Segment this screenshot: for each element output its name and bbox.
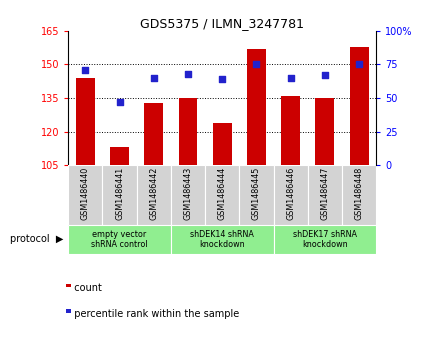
Point	[219, 76, 226, 82]
Text: GSM1486446: GSM1486446	[286, 167, 295, 220]
Text: GSM1486444: GSM1486444	[218, 167, 227, 220]
Text: GSM1486441: GSM1486441	[115, 167, 124, 220]
Text: GSM1486445: GSM1486445	[252, 167, 261, 220]
Bar	[342, 165, 376, 224]
Bar	[144, 103, 163, 165]
Text: percentile rank within the sample: percentile rank within the sample	[68, 309, 239, 319]
Point	[184, 71, 191, 77]
Bar	[350, 46, 369, 165]
Text: GSM1486448: GSM1486448	[355, 167, 363, 220]
Text: GSM1486442: GSM1486442	[149, 167, 158, 220]
Bar	[315, 98, 334, 165]
Bar	[110, 147, 129, 165]
Bar	[179, 98, 198, 165]
Point	[253, 62, 260, 68]
Bar	[205, 165, 239, 224]
Bar	[68, 165, 103, 224]
Text: GSM1486447: GSM1486447	[320, 167, 330, 220]
Text: count: count	[68, 283, 102, 293]
Text: GSM1486443: GSM1486443	[183, 167, 192, 220]
Bar	[171, 224, 274, 254]
Bar	[247, 49, 266, 165]
Point	[150, 75, 157, 81]
Bar	[68, 224, 171, 254]
Text: GSM1486440: GSM1486440	[81, 167, 90, 220]
Bar	[103, 165, 137, 224]
Text: empty vector
shRNA control: empty vector shRNA control	[91, 230, 148, 249]
Text: shDEK17 shRNA
knockdown: shDEK17 shRNA knockdown	[293, 230, 357, 249]
Bar	[308, 165, 342, 224]
Bar	[137, 165, 171, 224]
Bar	[171, 165, 205, 224]
Point	[321, 72, 328, 78]
Bar	[274, 165, 308, 224]
Point	[116, 99, 123, 105]
Point	[82, 67, 89, 73]
Bar	[239, 165, 274, 224]
Bar	[76, 78, 95, 165]
Point	[287, 75, 294, 81]
Bar	[213, 123, 231, 165]
Bar	[274, 224, 376, 254]
Bar	[281, 96, 300, 165]
Title: GDS5375 / ILMN_3247781: GDS5375 / ILMN_3247781	[140, 17, 304, 30]
Point	[356, 62, 363, 68]
Text: protocol  ▶: protocol ▶	[11, 234, 64, 244]
Text: shDEK14 shRNA
knockdown: shDEK14 shRNA knockdown	[190, 230, 254, 249]
